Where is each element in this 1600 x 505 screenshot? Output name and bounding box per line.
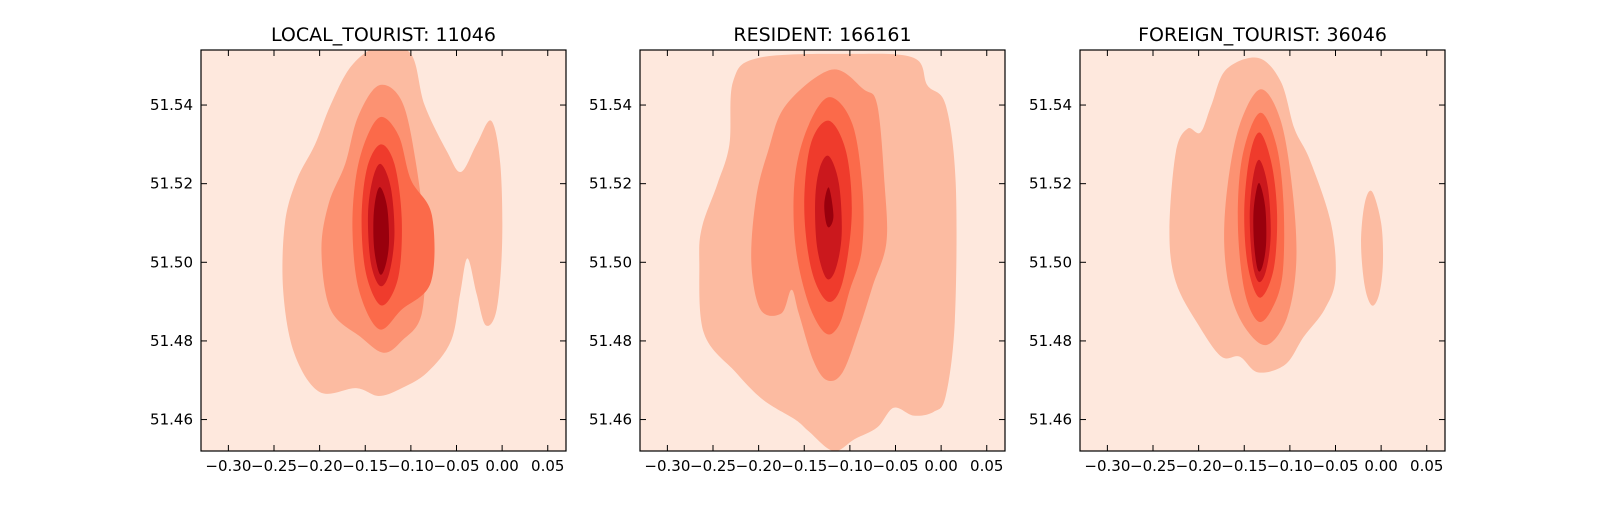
x-tick-label: −0.15 xyxy=(781,457,827,475)
x-tick-label: 0.05 xyxy=(1410,457,1443,475)
chart-panel-1: −0.30 −0.25 −0.20 −0.15 −0.10 −0.05 0.00 0.05 51… xyxy=(150,24,567,475)
y-tick-label: 51.48 xyxy=(589,332,632,350)
x-tick-label: −0.05 xyxy=(873,457,919,475)
x-tick-label: 0.00 xyxy=(485,457,518,475)
y-tick-label: 51.48 xyxy=(150,332,193,350)
y-tick-label: 51.52 xyxy=(589,175,632,193)
x-tick-label: −0.10 xyxy=(827,457,873,475)
contour-level-6 xyxy=(824,187,834,228)
chart-panel-2: −0.30 −0.25 −0.20 −0.15 −0.10 −0.05 0.00 0.05 51… xyxy=(589,24,1006,475)
y-tick-label: 51.52 xyxy=(1029,175,1072,193)
x-tick-label: 0.05 xyxy=(531,457,564,475)
y-tick-label: 51.54 xyxy=(589,96,632,114)
x-tick-label: −0.25 xyxy=(690,457,736,475)
y-tick-label: 51.54 xyxy=(1029,96,1072,114)
chart-panel-3: −0.30 −0.25 −0.20 −0.15 −0.10 −0.05 0.00 0.05 51… xyxy=(1029,24,1446,475)
x-tick-label: −0.10 xyxy=(1267,457,1313,475)
x-tick-label: −0.30 xyxy=(1084,457,1130,475)
x-tick-label: −0.15 xyxy=(1221,457,1267,475)
y-tick-label: 51.50 xyxy=(150,253,193,271)
y-tick-label: 51.48 xyxy=(1029,332,1072,350)
x-tick-label: −0.20 xyxy=(297,457,343,475)
plot-frame xyxy=(1079,49,1446,452)
plot-frame xyxy=(639,49,1006,452)
y-tick-label: 51.50 xyxy=(589,253,632,271)
y-tick-label: 51.50 xyxy=(1029,253,1072,271)
x-tick-label: −0.30 xyxy=(205,457,251,475)
x-tick-label: −0.25 xyxy=(251,457,297,475)
chart-title: FOREIGN_TOURIST: 36046 xyxy=(1138,24,1387,46)
y-tick-label: 51.52 xyxy=(150,175,193,193)
x-tick-label: 0.05 xyxy=(970,457,1003,475)
x-tick-label: −0.20 xyxy=(1176,457,1222,475)
chart-title: RESIDENT: 166161 xyxy=(733,24,911,46)
contour-levels xyxy=(1169,57,1384,373)
x-tick-label: −0.05 xyxy=(1313,457,1359,475)
x-tick-label: −0.15 xyxy=(342,457,388,475)
x-tick-label: −0.05 xyxy=(434,457,480,475)
y-tick-label: 51.54 xyxy=(150,96,193,114)
x-tick-label: −0.10 xyxy=(388,457,434,475)
x-tick-label: −0.25 xyxy=(1130,457,1176,475)
y-tick-label: 51.46 xyxy=(589,411,632,429)
y-tick-label: 51.46 xyxy=(150,411,193,429)
contour-level-6 xyxy=(373,187,390,275)
contour-levels xyxy=(699,53,957,451)
x-tick-label: −0.30 xyxy=(644,457,690,475)
contour-level-7 xyxy=(1253,182,1267,272)
x-tick-label: −0.20 xyxy=(736,457,782,475)
plot-frame xyxy=(200,49,567,452)
chart-title: LOCAL_TOURIST: 11046 xyxy=(271,24,496,46)
contour-levels xyxy=(282,50,503,396)
contour-level-2 xyxy=(1361,190,1384,306)
x-tick-label: 0.00 xyxy=(924,457,957,475)
y-tick-label: 51.46 xyxy=(1029,411,1072,429)
x-tick-label: 0.00 xyxy=(1364,457,1397,475)
